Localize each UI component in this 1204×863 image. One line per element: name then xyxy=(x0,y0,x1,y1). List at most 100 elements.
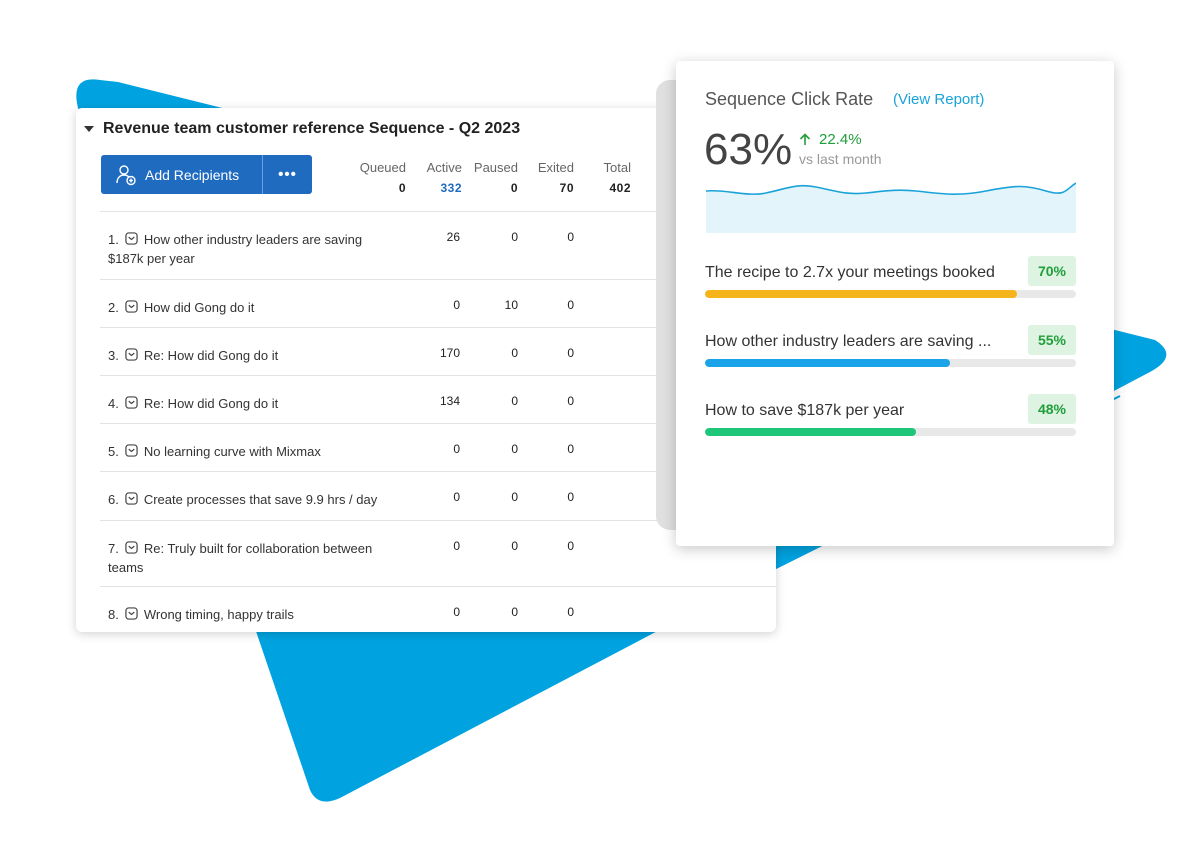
add-recipients-label: Add Recipients xyxy=(145,166,240,183)
link-label: How to save $187k per year xyxy=(705,402,905,419)
step-subject[interactable]: Re: How did Gong do it xyxy=(143,348,279,363)
step-subject[interactable]: How did Gong do it xyxy=(143,300,255,315)
stat-exited: Exited 70 xyxy=(514,160,574,195)
click-rate-card: Sequence Click Rate (View Report) 63% 22… xyxy=(676,61,1114,546)
step-queued: 0 xyxy=(453,605,460,619)
table-row[interactable]: 5. No learning curve with Mixmax 0 0 0 xyxy=(100,423,776,471)
step-text: 4. Re: How did Gong do it xyxy=(108,394,388,413)
caret-down-icon[interactable] xyxy=(84,126,94,132)
step-text: 8. Wrong timing, happy trails xyxy=(108,605,388,624)
stat-total-value: 402 xyxy=(609,181,631,195)
sequence-title: Revenue team customer reference Sequence… xyxy=(103,120,521,137)
step-active: 0 xyxy=(511,539,518,553)
step-queued: 0 xyxy=(453,490,460,504)
stat-total: Total 402 xyxy=(571,160,631,195)
step-subject[interactable]: Create processes that save 9.9 hrs / day xyxy=(143,492,378,507)
email-icon xyxy=(125,396,138,409)
progress-fill xyxy=(705,359,950,367)
stat-exited-label: Exited xyxy=(537,160,574,175)
step-paused: 0 xyxy=(567,442,574,456)
stat-paused-label: Paused xyxy=(473,160,518,175)
delta-caption: vs last month xyxy=(799,151,882,167)
click-rate-value: 63% xyxy=(704,125,793,174)
step-subject[interactable]: Wrong timing, happy trails xyxy=(143,607,294,622)
step-subject[interactable]: Re: Truly built for collaboration betwee… xyxy=(108,541,373,575)
stat-active-value[interactable]: 332 xyxy=(440,181,462,195)
step-text: 1. How other industry leaders are saving … xyxy=(108,230,388,268)
step-paused: 0 xyxy=(567,605,574,619)
email-icon xyxy=(125,300,138,313)
step-paused: 0 xyxy=(567,346,574,360)
email-icon xyxy=(125,348,138,361)
stat-active-label: Active xyxy=(426,160,462,175)
progress-fill xyxy=(705,290,1017,298)
table-row[interactable]: 4. Re: How did Gong do it 134 0 0 xyxy=(100,375,776,423)
sequence-header[interactable]: Revenue team customer reference Sequence… xyxy=(84,120,520,138)
add-user-icon xyxy=(116,164,136,185)
step-number: 8. xyxy=(108,607,119,622)
table-row[interactable]: 6. Create processes that save 9.9 hrs / d… xyxy=(100,471,776,520)
step-number: 2. xyxy=(108,300,119,315)
email-icon xyxy=(125,232,138,245)
step-queued: 26 xyxy=(446,230,460,244)
stat-active: Active 332 xyxy=(402,160,462,195)
add-recipients-button[interactable]: Add Recipients xyxy=(101,155,263,194)
step-active: 0 xyxy=(511,230,518,244)
table-row[interactable]: 1. How other industry leaders are saving … xyxy=(100,211,776,279)
table-row[interactable]: 2. How did Gong do it 0 10 0 xyxy=(100,279,776,327)
progress-track xyxy=(705,290,1076,298)
progress-track xyxy=(705,359,1076,367)
step-queued: 0 xyxy=(453,298,460,312)
step-number: 5. xyxy=(108,444,119,459)
step-number: 1. xyxy=(108,232,119,247)
step-active: 0 xyxy=(511,394,518,408)
link-label: How other industry leaders are saving ..… xyxy=(705,333,992,350)
table-row[interactable]: 3. Re: How did Gong do it 170 0 0 xyxy=(100,327,776,375)
step-number: 4. xyxy=(108,396,119,411)
step-subject[interactable]: How other industry leaders are saving $1… xyxy=(108,232,363,266)
step-queued: 134 xyxy=(439,394,460,408)
step-queued: 170 xyxy=(439,346,460,360)
step-text: 3. Re: How did Gong do it xyxy=(108,346,388,365)
step-text: 2. How did Gong do it xyxy=(108,298,388,317)
step-paused: 0 xyxy=(567,394,574,408)
step-active: 0 xyxy=(511,442,518,456)
step-active: 0 xyxy=(511,346,518,360)
click-rate-title: Sequence Click Rate xyxy=(705,89,874,109)
step-queued: 0 xyxy=(453,539,460,553)
link-label: The recipe to 2.7x your meetings booked xyxy=(705,264,995,281)
arrow-up-icon xyxy=(799,133,811,145)
stat-queued-label: Queued xyxy=(359,160,406,175)
add-recipients-button-group: Add Recipients ••• xyxy=(101,155,312,194)
step-number: 3. xyxy=(108,348,119,363)
progress-track xyxy=(705,428,1076,436)
step-subject[interactable]: Re: How did Gong do it xyxy=(143,396,279,411)
delta-value: 22.4% xyxy=(819,131,862,148)
step-paused: 0 xyxy=(567,490,574,504)
step-queued: 0 xyxy=(453,442,460,456)
stat-queued: Queued 0 xyxy=(346,160,406,195)
sequence-steps-list: 1. How other industry leaders are saving … xyxy=(100,211,776,635)
stat-queued-value: 0 xyxy=(398,181,406,195)
table-row[interactable]: 8. Wrong timing, happy trails 0 0 0 xyxy=(100,586,776,635)
view-report-link[interactable]: (View Report) xyxy=(893,91,985,108)
click-rate-delta: 22.4% xyxy=(799,131,862,148)
progress-fill xyxy=(705,428,917,436)
step-paused: 0 xyxy=(567,230,574,244)
step-text: 7. Re: Truly built for collaboration betw… xyxy=(108,539,388,577)
stat-exited-value: 70 xyxy=(559,181,574,195)
click-rate-sparkline xyxy=(706,182,1076,233)
step-subject[interactable]: No learning curve with Mixmax xyxy=(143,444,321,459)
step-number: 6. xyxy=(108,492,119,507)
table-row[interactable]: 7. Re: Truly built for collaboration betw… xyxy=(100,520,776,586)
step-paused: 0 xyxy=(567,539,574,553)
step-text: 5. No learning curve with Mixmax xyxy=(108,442,388,461)
step-paused: 0 xyxy=(567,298,574,312)
stat-total-label: Total xyxy=(603,160,631,175)
step-text: 6. Create processes that save 9.9 hrs / d… xyxy=(108,490,388,509)
step-active: 0 xyxy=(511,605,518,619)
stat-paused-value: 0 xyxy=(510,181,518,195)
link-pct-badge: 55% xyxy=(1028,325,1076,355)
more-options-button[interactable]: ••• xyxy=(278,166,297,183)
email-icon xyxy=(125,607,138,620)
